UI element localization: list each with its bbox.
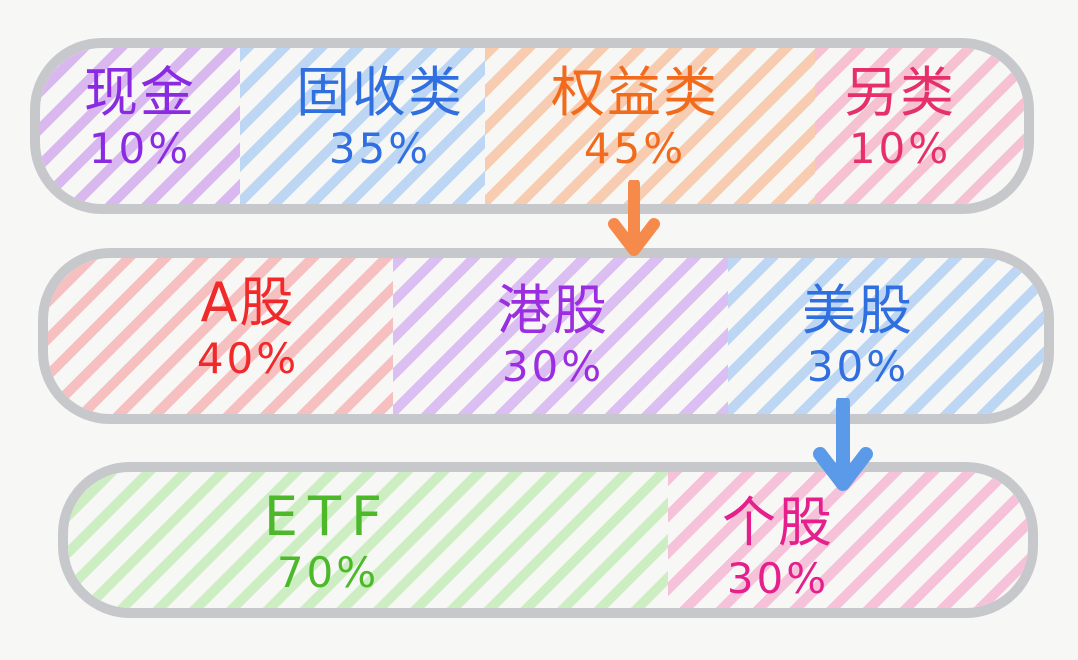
item-label: 现金 — [84, 61, 196, 124]
equity-breakdown-row: A股 40% 港股 30% 美股 30% — [38, 248, 1054, 424]
item-label: 固收类 — [296, 61, 464, 124]
item-value: 40% — [196, 334, 300, 383]
down-arrow-icon — [608, 180, 660, 256]
item-label: 权益类 — [551, 61, 719, 124]
hatch-band-individual-stock — [668, 472, 1028, 608]
hatch-band-a-share — [48, 258, 393, 414]
item-label: 个股 — [722, 491, 834, 554]
item-fixed-income: 固收类 35% — [296, 62, 464, 174]
item-hk-stock: 港股 30% — [497, 280, 609, 392]
item-value: 35% — [328, 124, 432, 173]
item-a-share: A股 40% — [197, 272, 299, 384]
item-label: 港股 — [497, 279, 609, 342]
hatch-band-hk-stock — [393, 258, 728, 414]
item-individual-stock: 个股 30% — [722, 492, 834, 604]
item-value: 30% — [501, 342, 605, 391]
hatch-band-us-stock — [728, 258, 1044, 414]
item-us-stock: 美股 30% — [802, 280, 914, 392]
item-value: 30% — [726, 554, 830, 603]
item-label: A股 — [200, 271, 296, 334]
hatch-band-cash — [40, 48, 240, 204]
item-label: 另类 — [844, 61, 956, 124]
item-value: 10% — [848, 124, 952, 173]
instrument-breakdown-row: ETF 70% 个股 30% — [58, 462, 1038, 618]
item-value: 30% — [806, 342, 910, 391]
item-etf: ETF 70% — [264, 486, 392, 598]
item-label: ETF — [263, 485, 393, 548]
asset-class-row: 现金 10% 固收类 35% 权益类 45% 另类 10% — [30, 38, 1034, 214]
item-label: 美股 — [802, 279, 914, 342]
hatch-band-etf — [68, 472, 668, 608]
hatch-band-fixed-income — [240, 48, 485, 204]
hatch-band-equity — [485, 48, 815, 204]
item-value: 70% — [276, 548, 380, 597]
item-equity: 权益类 45% — [551, 62, 719, 174]
item-value: 10% — [88, 124, 192, 173]
hatch-band-alternative — [815, 48, 1024, 204]
item-value: 45% — [583, 124, 687, 173]
item-cash: 现金 10% — [84, 62, 196, 174]
down-arrow-icon — [813, 398, 873, 491]
item-alternative: 另类 10% — [844, 62, 956, 174]
